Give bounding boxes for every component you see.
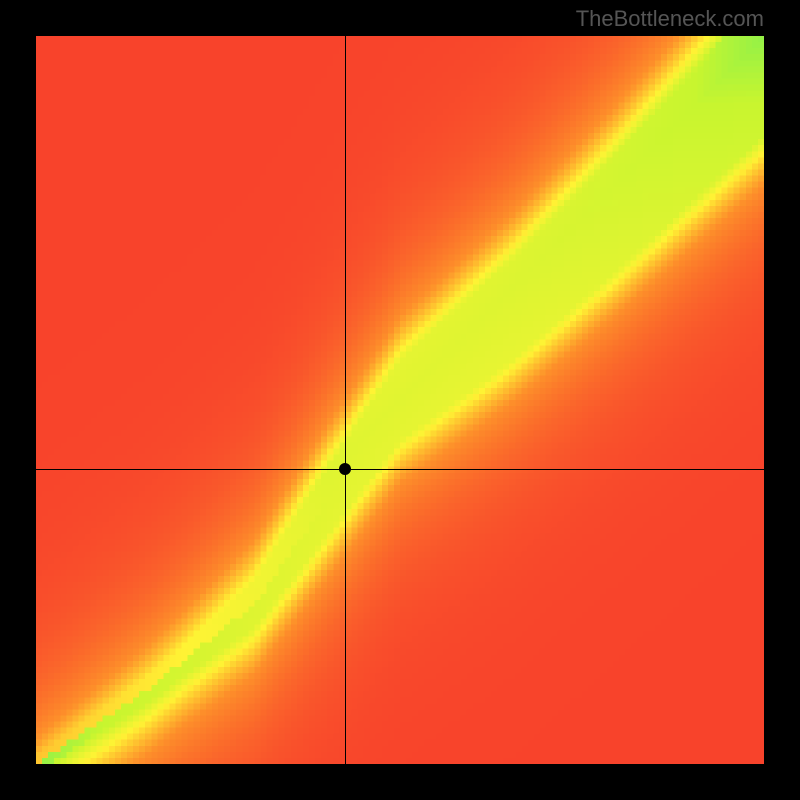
watermark-label: TheBottleneck.com (576, 6, 764, 32)
heatmap-canvas (36, 36, 764, 764)
bottleneck-heatmap (36, 36, 764, 764)
